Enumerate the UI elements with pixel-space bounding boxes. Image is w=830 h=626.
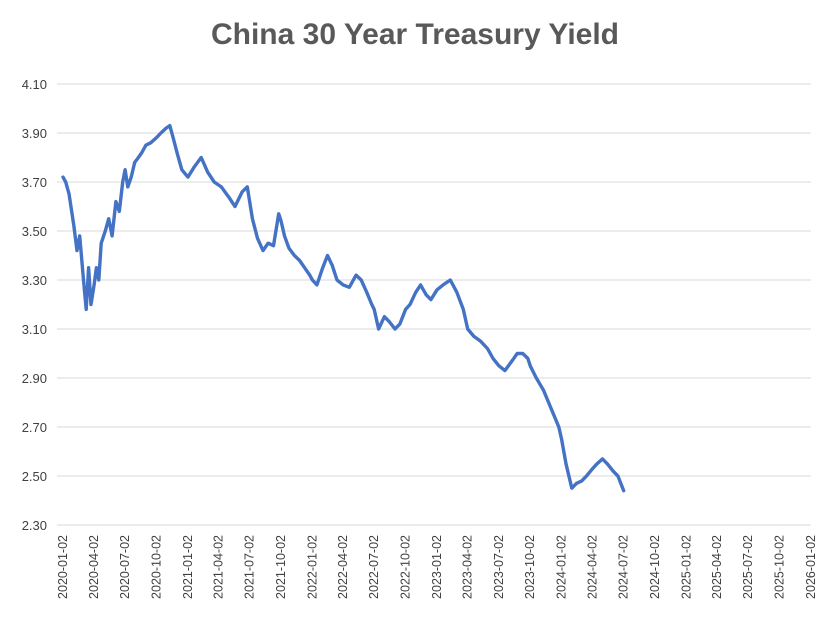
- x-tick-label: 2023-10-02: [523, 535, 537, 599]
- x-tick-label: 2020-04-02: [87, 535, 101, 599]
- chart-title: China 30 Year Treasury Yield: [210, 18, 620, 51]
- x-tick-label: 2022-04-02: [336, 535, 350, 599]
- x-tick-label: 2020-01-02: [56, 535, 70, 599]
- x-tick-label: 2021-10-02: [274, 535, 288, 599]
- x-tick-label: 2022-07-02: [367, 535, 381, 599]
- x-tick-label: 2022-10-02: [399, 535, 413, 599]
- x-tick-label: 2020-07-02: [118, 535, 132, 599]
- y-tick-label: 2.70: [22, 420, 47, 435]
- y-tick-label: 3.10: [22, 322, 47, 337]
- yield-series-line: [61, 123, 626, 493]
- x-tick-label: 2023-07-02: [492, 535, 506, 599]
- x-tick-label: 2021-07-02: [243, 535, 257, 599]
- x-tick-label: 2024-04-02: [586, 535, 600, 599]
- y-tick-label: 3.70: [22, 175, 47, 190]
- y-tick-label: 3.90: [22, 126, 47, 141]
- y-axis-tick-labels: 2.30 2.50 2.70 2.90 3.10 3.30 3.50 3.70 3.90 4.10: [22, 77, 47, 533]
- x-tick-label: 2025-04-02: [710, 535, 724, 599]
- x-tick-label: 2024-10-02: [648, 535, 662, 599]
- x-tick-label: 2026-01-02: [804, 535, 818, 599]
- y-tick-label: 2.50: [22, 469, 47, 484]
- x-tick-label: 2025-01-02: [679, 535, 693, 599]
- x-tick-label: 2024-01-02: [555, 535, 569, 599]
- x-tick-label: 2024-07-02: [617, 535, 631, 599]
- y-tick-label: 2.30: [22, 518, 47, 533]
- x-tick-label: 2023-04-02: [461, 535, 475, 599]
- y-tick-label: 3.30: [22, 273, 47, 288]
- y-tick-label: 4.10: [22, 77, 47, 92]
- x-tick-label: 2022-01-02: [305, 535, 319, 599]
- x-tick-label: 2021-01-02: [181, 535, 195, 599]
- y-tick-label: 3.50: [22, 224, 47, 239]
- x-axis-tick-labels: 2020-01-02 2020-04-02 2020-07-02 2020-10-02…: [56, 535, 818, 599]
- x-tick-label: 2020-10-02: [150, 535, 164, 599]
- x-tick-label: 2023-01-02: [430, 535, 444, 599]
- x-tick-label: 2025-10-02: [773, 535, 787, 599]
- x-tick-label: 2021-04-02: [212, 535, 226, 599]
- x-tick-label: 2025-07-02: [741, 535, 755, 599]
- gridlines: [57, 83, 811, 526]
- y-tick-label: 2.90: [22, 371, 47, 386]
